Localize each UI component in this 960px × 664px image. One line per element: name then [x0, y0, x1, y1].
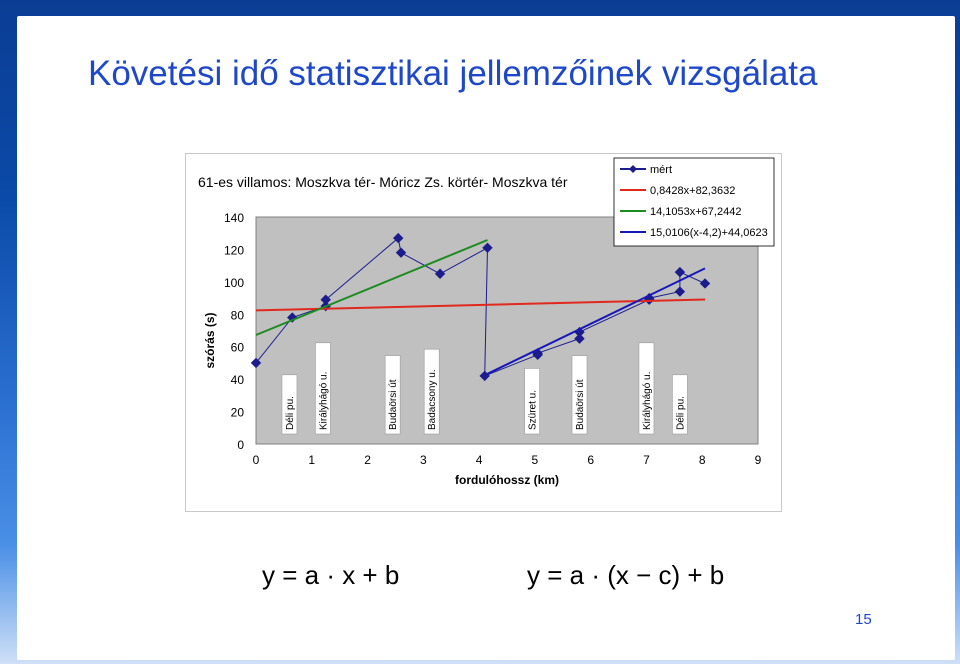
legend-entry: mért	[650, 164, 672, 176]
station-label-box	[281, 374, 298, 435]
y-tick-label: 60	[231, 341, 245, 355]
data-point	[250, 357, 262, 369]
x-tick-label: 6	[587, 453, 594, 467]
trend-line	[487, 267, 706, 375]
data-point	[482, 242, 493, 254]
y-tick-label: 140	[224, 211, 244, 225]
legend-entry: 0,8428x+82,3632	[650, 185, 735, 197]
data-point	[574, 333, 585, 344]
legend-entry: 15,0106(x-4,2)+44,0623	[650, 227, 768, 239]
x-tick-label: 7	[643, 453, 650, 467]
data-point	[434, 268, 446, 279]
page-number: 15	[855, 611, 872, 628]
y-tick-label: 80	[231, 308, 245, 322]
x-tick-label: 2	[364, 453, 371, 467]
station-label-box	[423, 348, 440, 435]
x-tick-label: 3	[420, 453, 427, 467]
legend-marker	[629, 165, 637, 173]
station-label: Déli pu.	[285, 396, 296, 430]
station-label-box	[638, 342, 655, 435]
station-label: Budaörsi út	[388, 379, 399, 430]
data-point	[320, 294, 331, 305]
station-label: Királyhágó u.	[318, 372, 329, 430]
trend-line	[255, 239, 488, 336]
chart-title: 61-es villamos: Moszkva tér- Móricz Zs. …	[198, 174, 568, 190]
station-label: Budaörsi út	[575, 379, 586, 430]
station-label-box	[672, 374, 688, 435]
data-point	[699, 278, 711, 289]
data-point	[674, 266, 686, 278]
y-tick-label: 0	[237, 438, 244, 452]
data-point	[393, 232, 404, 244]
station-label-box	[524, 368, 540, 435]
station-label: Badacsony u.	[427, 369, 438, 430]
station-label: Királyhágó u.	[642, 372, 653, 430]
station-label: Déli pu.	[675, 396, 686, 430]
legend-entry: 14,1053x+67,2442	[650, 206, 741, 218]
x-axis-label: fordulóhossz (km)	[455, 473, 559, 487]
x-tick-label: 8	[699, 453, 706, 467]
data-point	[479, 370, 490, 382]
formula-linear: y = a · x + b	[262, 560, 400, 590]
y-tick-label: 100	[224, 276, 244, 290]
station-label: Szüret u.	[528, 390, 539, 430]
formula-shifted-linear: y = a · (x − c) + b	[527, 560, 725, 590]
y-axis-label: szórás (s)	[203, 312, 217, 368]
chart: 61-es villamos: Moszkva tér- Móricz Zs. …	[198, 157, 775, 487]
x-tick-label: 0	[253, 453, 260, 467]
data-point	[674, 286, 686, 297]
x-tick-label: 9	[755, 453, 762, 467]
trend-line	[255, 298, 706, 312]
station-label-box	[571, 355, 588, 435]
x-tick-label: 4	[476, 453, 483, 467]
slide-title: Követési idő statisztikai jellemzőinek v…	[88, 54, 818, 93]
chart-frame: 61-es villamos: Moszkva tér- Móricz Zs. …	[185, 153, 782, 512]
y-tick-label: 40	[231, 373, 245, 387]
station-label-box	[384, 355, 401, 435]
station-label-box	[315, 342, 331, 435]
data-point	[395, 247, 407, 258]
y-tick-label: 20	[231, 406, 245, 420]
x-tick-label: 5	[532, 453, 539, 467]
y-tick-label: 120	[224, 243, 244, 257]
x-tick-label: 1	[308, 453, 315, 467]
